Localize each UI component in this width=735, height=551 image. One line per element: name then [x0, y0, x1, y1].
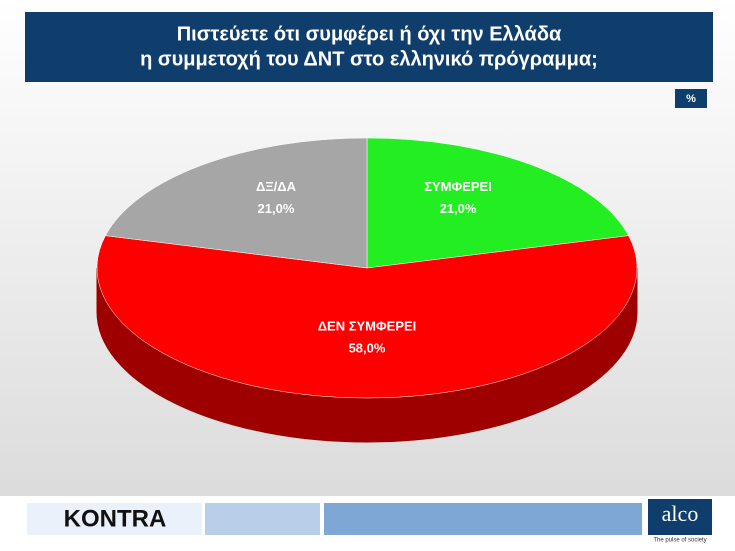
logo-box: [648, 499, 712, 535]
unit-label: %: [686, 93, 696, 105]
tagline: The pulse of society: [653, 538, 706, 544]
footer-bar: [205, 503, 320, 535]
brand: KONTRA: [64, 505, 167, 532]
slice: [105, 137, 368, 269]
slice-label: ΣΥΜΦΕΡΕΙ: [424, 179, 492, 194]
brand-box: [27, 503, 202, 535]
chart-title: η συμμετοχή του ΔΝΤ στο ελληνικό πρόγραμ…: [140, 48, 598, 70]
slice: [96, 235, 638, 399]
title-banner: [25, 12, 713, 82]
value-label: 58,0%: [349, 340, 386, 355]
slice-label: ΔΕΝ ΣΥΜΦΕΡΕΙ: [318, 318, 417, 333]
unit-box: [675, 89, 707, 108]
value-label: 21,0%: [440, 201, 477, 216]
pie: ΣΥΜΦΕΡΕΙ 21,0% ΔΕΝ ΣΥΜΦΕΡΕΙ 58,0% ΔΞ/ΔΑ 21,0%: [96, 137, 638, 443]
slice-label: ΔΞ/ΔΑ: [256, 179, 297, 194]
value-label: 21,0%: [258, 201, 295, 216]
slice: [366, 137, 629, 269]
logo: alco: [662, 501, 699, 526]
chart-title: Πιστεύετε ότι συμφέρει ή όχι την Ελλάδα: [177, 23, 562, 45]
footer-bar: [324, 503, 642, 535]
